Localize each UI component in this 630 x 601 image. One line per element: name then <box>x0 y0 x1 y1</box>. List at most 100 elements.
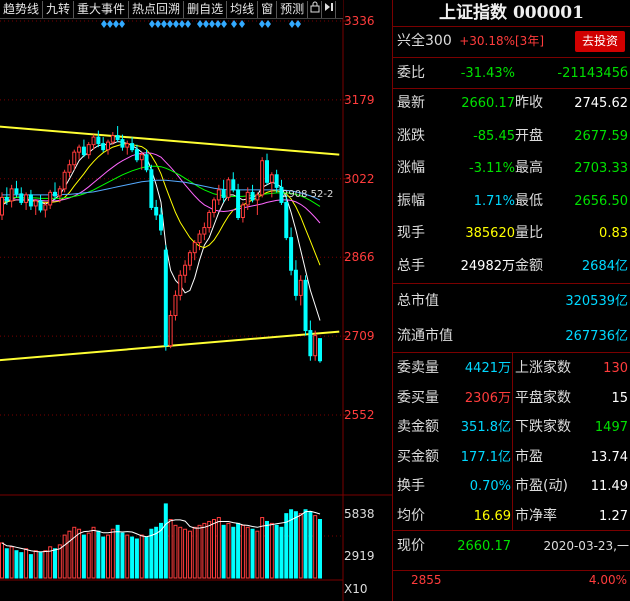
mini-chart-low: 2855 <box>411 573 442 587</box>
candle-body <box>231 179 236 191</box>
divider <box>393 352 630 353</box>
volume-bar <box>48 546 53 579</box>
field-label: 最新 <box>397 95 425 111</box>
volume-bar <box>279 526 284 579</box>
volume-bar <box>19 552 24 579</box>
candle-body <box>43 204 48 211</box>
weibi-value: -2114345б <box>557 66 628 81</box>
candle-body <box>192 242 197 254</box>
field-value: 2306万 <box>464 390 511 406</box>
ma-overlay-label: 2908 52-2 <box>282 189 333 200</box>
volume-bar <box>289 509 294 579</box>
float-mv-value: 267736亿 <box>565 329 628 344</box>
divider <box>393 283 630 284</box>
candle-body <box>86 144 91 156</box>
candle-body <box>19 193 24 203</box>
volume-bar <box>4 548 9 579</box>
event-marker-icon <box>231 20 237 28</box>
sector-period: [3年] <box>515 34 544 48</box>
weibi-row: 委比 -31.43% -2114345б <box>393 59 630 88</box>
lock-icon[interactable] <box>308 0 323 18</box>
sector-row: 兴全300 +30.18% [3年] 去投资 <box>393 27 630 56</box>
toolbar-item-hot-review[interactable]: 热点回溯 <box>129 0 185 18</box>
field-label: 市盈 <box>515 448 543 465</box>
toolbar-item-forecast[interactable]: 预测 <box>277 0 309 18</box>
volume-bar <box>53 548 57 579</box>
volume-bar <box>28 554 33 579</box>
event-marker-icon <box>107 20 113 28</box>
candle-body <box>115 135 120 141</box>
candle-body <box>303 279 308 332</box>
toolbar-item-nine-turn[interactable]: 九转 <box>43 0 75 18</box>
event-marker-icon <box>179 20 185 28</box>
invest-button[interactable]: 去投资 <box>575 31 625 52</box>
volume-bar <box>144 536 149 579</box>
mini-chart-footer: 2855 4.00% <box>393 570 630 601</box>
volume-bar <box>216 517 221 579</box>
candle-body <box>178 274 183 296</box>
volume-bar <box>269 522 274 579</box>
candle-body <box>53 191 57 197</box>
volume-bar <box>24 548 29 579</box>
candle-body <box>284 201 289 239</box>
volume-bar <box>139 534 144 579</box>
field-label: 买金额 <box>397 448 439 465</box>
candle-body <box>187 252 192 266</box>
field-value: 11.49 <box>590 479 628 494</box>
y-tick-label: 3336 <box>344 14 375 28</box>
candle-body <box>81 146 86 156</box>
volume-bar <box>91 526 96 579</box>
volume-bar <box>43 550 48 579</box>
field-value: 2703.33 <box>574 161 628 176</box>
field-value: 1.27 <box>599 508 628 524</box>
y-tick-label: 3022 <box>344 172 375 186</box>
volume-bar <box>212 519 216 579</box>
candle-body <box>260 160 265 196</box>
field-label: 市净率 <box>515 507 557 524</box>
sector-name: 兴全300 <box>397 33 452 49</box>
toolbar-item-trendline[interactable]: 趋势线 <box>0 0 44 18</box>
candle-body <box>48 191 53 206</box>
volume-bar <box>81 534 86 579</box>
candle-body <box>149 169 154 208</box>
collapse-right-icon[interactable] <box>322 0 337 18</box>
toolbar-item-remove-watchlist[interactable]: 删自选 <box>184 0 228 18</box>
volume-bar <box>236 522 241 579</box>
field-value: 24982万 <box>460 258 515 274</box>
column-divider <box>512 353 513 530</box>
quote-row: 现手 385620 量比 0.83 <box>393 219 630 248</box>
float-mv-label: 流通市值 <box>397 328 453 344</box>
volume-bar <box>231 526 236 579</box>
toolbar-item-window[interactable]: 窗 <box>258 0 278 18</box>
candle-body <box>62 171 67 190</box>
event-marker-icon <box>167 20 173 28</box>
volume-bar <box>9 546 14 579</box>
quote-row: 委卖量 4421万 上涨家数 130 <box>393 354 630 383</box>
candle-body <box>4 196 9 202</box>
event-marker-icon <box>265 20 271 28</box>
volume-bar <box>106 534 110 579</box>
event-marker-icon <box>289 20 295 28</box>
ma-line <box>2 152 321 224</box>
field-value: 2677.59 <box>574 128 628 144</box>
divider <box>393 57 630 58</box>
volume-bar <box>38 552 43 579</box>
volume-bar <box>308 511 313 579</box>
candle-body <box>101 143 106 151</box>
kline-chart[interactable]: 3336 3179 3022 2866 2709 2552 2908 52-2 5838 291… <box>0 0 392 601</box>
event-marker-icon <box>149 20 155 28</box>
quote-row: 涨跌 -85.45 开盘 2677.59 <box>393 122 630 151</box>
field-label: 委买量 <box>397 389 439 406</box>
volume-bar <box>130 536 135 579</box>
event-marker-icon <box>203 20 209 28</box>
event-marker-icon <box>239 20 245 28</box>
volume-bar <box>77 528 82 579</box>
toolbar-item-moving-average[interactable]: 均线 <box>227 0 259 18</box>
event-marker-icon <box>161 20 167 28</box>
event-marker-icon <box>209 20 215 28</box>
field-label: 振幅 <box>397 192 425 209</box>
toolbar-item-major-events[interactable]: 重大事件 <box>74 0 130 18</box>
candle-body <box>279 186 284 203</box>
candle-body <box>212 199 216 213</box>
y-tick-label: 2709 <box>344 329 375 343</box>
